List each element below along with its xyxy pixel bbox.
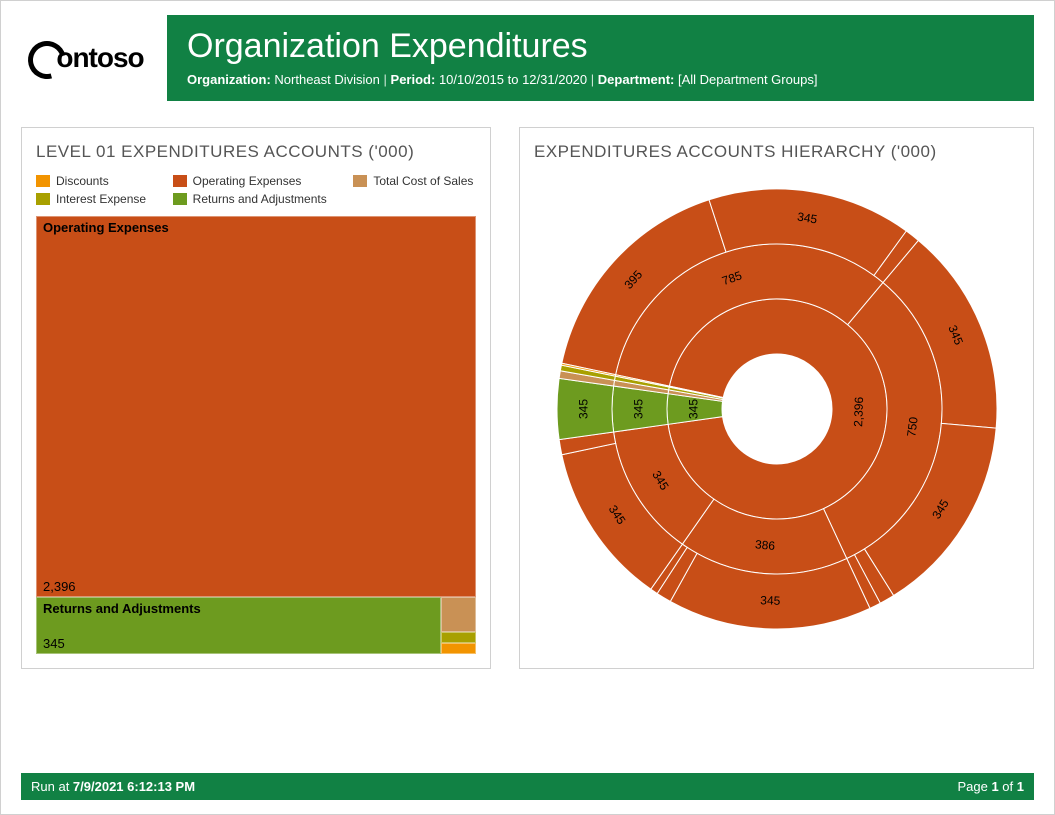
period-label: Period: — [391, 72, 436, 87]
treemap-block[interactable]: Operating Expenses 2,396 — [36, 216, 476, 597]
brand-name: ontoso — [56, 42, 143, 74]
sunburst-label: 750 — [904, 416, 921, 438]
legend-swatch — [173, 193, 187, 205]
legend-item: Interest Expense — [36, 192, 149, 206]
dept-label: Department: — [598, 72, 675, 87]
sep: | — [384, 72, 391, 87]
treemap-chart[interactable]: Operating Expenses 2,396 Returns and Adjus… — [36, 216, 476, 654]
org-value: Northeast Division — [274, 72, 380, 87]
treemap-block[interactable] — [441, 597, 476, 632]
sunburst-label: 345 — [686, 399, 700, 419]
sunburst-chart[interactable]: 2,39634578575038634534539534534534534534… — [534, 174, 1019, 644]
legend-item: Discounts — [36, 174, 149, 188]
sunburst-label: 345 — [760, 593, 781, 608]
brand-logo: ontoso — [21, 15, 151, 101]
sunburst-title: EXPENDITURES ACCOUNTS HIERARCHY ('000) — [534, 142, 1019, 162]
page-indicator: Page 1 of 1 — [957, 779, 1024, 794]
run-timestamp: Run at 7/9/2021 6:12:13 PM — [31, 779, 195, 794]
report-footer: Run at 7/9/2021 6:12:13 PM Page 1 of 1 — [21, 773, 1034, 800]
legend-item: Operating Expenses — [173, 174, 330, 188]
treemap-legend: Discounts Operating Expenses Total Cost of… — [36, 174, 476, 206]
legend-label: Interest Expense — [56, 192, 146, 206]
treemap-panel: LEVEL 01 EXPENDITURES ACCOUNTS ('000) Di… — [21, 127, 491, 669]
legend-item: Returns and Adjustments — [173, 192, 330, 206]
legend-swatch — [36, 193, 50, 205]
sep: | — [591, 72, 598, 87]
legend-swatch — [353, 175, 367, 187]
treemap-title: LEVEL 01 EXPENDITURES ACCOUNTS ('000) — [36, 142, 476, 162]
treemap-block[interactable] — [441, 643, 476, 654]
legend-swatch — [36, 175, 50, 187]
sunburst-label: 2,396 — [851, 396, 866, 427]
sunburst-label: 345 — [576, 399, 590, 419]
sunburst-label: 345 — [631, 399, 645, 419]
period-value: 10/10/2015 to 12/31/2020 — [439, 72, 587, 87]
sunburst-panel: EXPENDITURES ACCOUNTS HIERARCHY ('000) 2… — [519, 127, 1034, 669]
legend-label: Operating Expenses — [193, 174, 302, 188]
org-label: Organization: — [187, 72, 271, 87]
legend-label: Total Cost of Sales — [373, 174, 473, 188]
treemap-block[interactable] — [441, 632, 476, 643]
legend-label: Returns and Adjustments — [193, 192, 327, 206]
treemap-block-label: Operating Expenses — [37, 217, 475, 235]
sunburst-label: 386 — [754, 537, 775, 553]
legend-swatch — [173, 175, 187, 187]
treemap-block-label: Returns and Adjustments — [37, 598, 440, 616]
legend-item: Total Cost of Sales — [353, 174, 476, 188]
treemap-block[interactable]: Returns and Adjustments 345 — [36, 597, 441, 654]
treemap-block-value: 2,396 — [43, 579, 76, 594]
treemap-block-value: 345 — [43, 636, 65, 651]
dept-value: [All Department Groups] — [678, 72, 817, 87]
header-filters: Organization: Northeast Division | Perio… — [187, 72, 1014, 87]
legend-label: Discounts — [56, 174, 109, 188]
header-banner: Organization Expenditures Organization: … — [167, 15, 1034, 101]
page-title: Organization Expenditures — [187, 27, 1014, 66]
